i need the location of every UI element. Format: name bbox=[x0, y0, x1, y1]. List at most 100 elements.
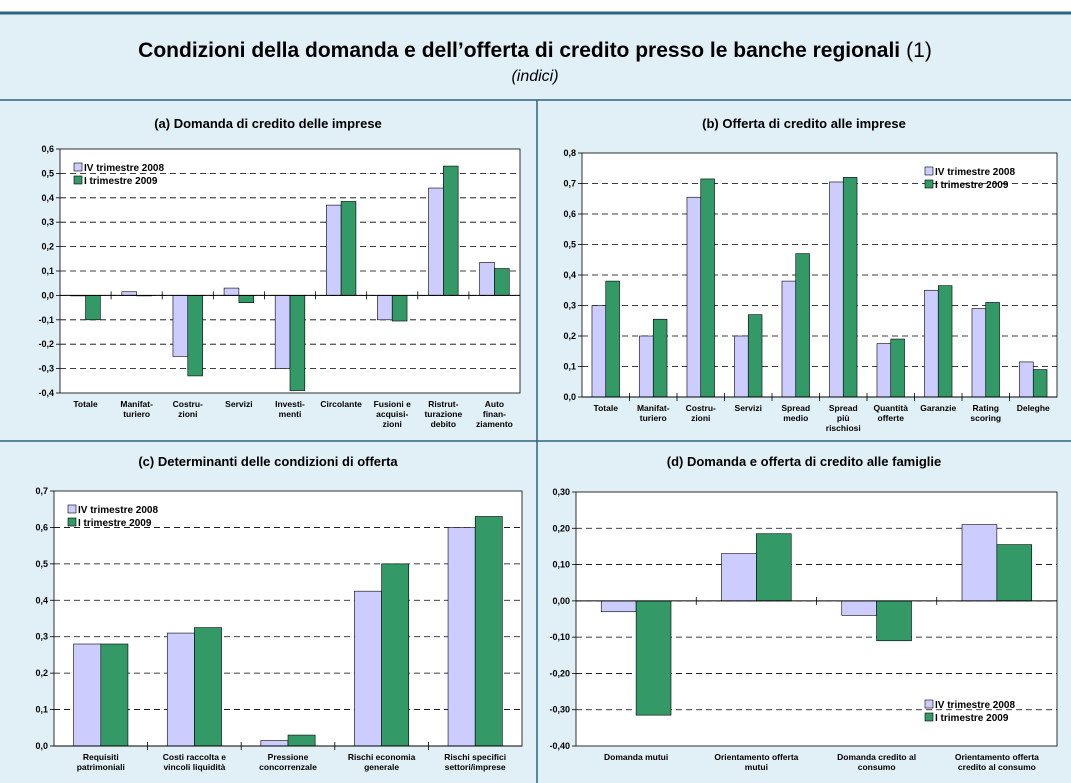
y-tick-label: 0,00 bbox=[552, 596, 570, 606]
bar bbox=[391, 295, 408, 322]
plot-frame bbox=[581, 152, 1058, 398]
y-tick-label: 0,2 bbox=[35, 668, 48, 678]
y-tick-label: 0,1 bbox=[563, 362, 576, 372]
bar bbox=[274, 295, 291, 369]
bar bbox=[985, 302, 1000, 398]
legend-label: IV trimestre 2008 bbox=[78, 505, 158, 516]
y-tick-label: 0,1 bbox=[35, 705, 48, 715]
title-note: (1) bbox=[906, 39, 932, 62]
bar bbox=[652, 318, 668, 398]
y-tick-label: -0,3 bbox=[38, 364, 54, 374]
legend-label: I trimestre 2009 bbox=[78, 518, 152, 529]
x-tick-label: Costru-zioni bbox=[173, 399, 203, 419]
bar bbox=[924, 289, 939, 398]
bar bbox=[841, 600, 877, 616]
bar bbox=[1032, 369, 1048, 398]
legend-label: I trimestre 2009 bbox=[935, 713, 1009, 724]
y-tick-label: 0,2 bbox=[563, 331, 576, 341]
bar bbox=[747, 314, 763, 398]
y-tick-label: 0,3 bbox=[35, 632, 48, 642]
x-tick-label: Investi-menti bbox=[275, 399, 305, 419]
x-tick-label: Costru-zioni bbox=[686, 403, 716, 423]
bar bbox=[686, 196, 702, 398]
x-tick-label: Orientamento offerta credito al consumo bbox=[955, 752, 1039, 772]
bar bbox=[340, 201, 357, 296]
y-tick-label: 0,0 bbox=[563, 392, 576, 402]
x-tick-label: Ristrut-turazione debito bbox=[424, 399, 462, 429]
y-tick-label: 0,0 bbox=[41, 290, 54, 300]
bar bbox=[829, 181, 844, 398]
bar bbox=[937, 285, 953, 398]
x-tick-label: Rating scoring bbox=[970, 403, 1001, 423]
y-tick-label: 0,3 bbox=[41, 217, 54, 227]
bar bbox=[121, 291, 137, 296]
y-tick-label: 0,10 bbox=[552, 560, 570, 570]
title-main: Condizioni della domanda e dell’offerta … bbox=[138, 39, 900, 62]
bar bbox=[479, 262, 495, 296]
y-tick-label: -0,2 bbox=[38, 339, 54, 349]
bar bbox=[354, 590, 382, 747]
legend-swatch bbox=[924, 179, 934, 189]
y-tick-label: -0,10 bbox=[549, 632, 570, 642]
x-tick-label: Manifat-turiero bbox=[120, 399, 153, 419]
x-tick-label: Rischi economia generale bbox=[348, 752, 416, 772]
x-tick-label: Fusioni e acquisi-zioni bbox=[374, 399, 412, 429]
y-tick-label: 0,2 bbox=[41, 242, 54, 252]
legend-swatch bbox=[73, 175, 83, 185]
bar bbox=[795, 253, 810, 398]
bar bbox=[756, 533, 792, 602]
x-tick-label: Servizi bbox=[225, 399, 252, 409]
bar bbox=[187, 295, 203, 377]
bar bbox=[428, 187, 444, 296]
x-tick-label: Garanzie bbox=[920, 403, 956, 413]
x-tick-label: Totale bbox=[594, 403, 619, 413]
y-tick-label: -0,4 bbox=[38, 388, 54, 398]
x-tick-label: Spread medio bbox=[781, 403, 810, 423]
x-tick-label: Costi raccolta e vincoli liquidità bbox=[163, 752, 227, 772]
y-tick-label: -0,20 bbox=[549, 668, 570, 678]
y-tick-label: 0,30 bbox=[552, 487, 570, 497]
y-tick-label: 0,5 bbox=[563, 240, 576, 250]
x-tick-label: Orientamento offerta mutui bbox=[714, 752, 798, 772]
x-tick-label: Requisiti patrimoniali bbox=[77, 752, 125, 772]
y-tick-label: 0,8 bbox=[563, 148, 576, 158]
x-tick-label: Totale bbox=[73, 399, 98, 409]
legend-swatch bbox=[924, 166, 934, 176]
y-tick-label: -0,40 bbox=[549, 741, 570, 751]
bar bbox=[971, 308, 987, 398]
x-tick-label: Domanda credito al consumo bbox=[837, 752, 916, 772]
legend-swatch bbox=[67, 517, 77, 527]
plot-area bbox=[54, 491, 522, 746]
bar bbox=[961, 524, 998, 602]
x-tick-label: Pressione concorrenzale bbox=[259, 752, 317, 772]
bar bbox=[842, 177, 858, 398]
bar bbox=[238, 295, 255, 304]
y-tick-label: 0,4 bbox=[563, 270, 576, 280]
plot-frame bbox=[59, 148, 521, 394]
x-tick-label: Circolante bbox=[320, 399, 362, 409]
chart-title: (c) Determinanti delle condizioni di off… bbox=[138, 454, 398, 469]
bar bbox=[1019, 361, 1034, 398]
bar bbox=[591, 305, 607, 398]
bar bbox=[781, 280, 797, 398]
chart-title: (b) Offerta di credito alle imprese bbox=[702, 116, 906, 131]
bar bbox=[635, 600, 672, 716]
bar bbox=[100, 643, 129, 747]
figure-title: Condizioni della domanda e dell’offerta … bbox=[138, 39, 932, 62]
bar bbox=[996, 544, 1033, 602]
legend-label: IV trimestre 2008 bbox=[935, 700, 1015, 711]
legend-label: I trimestre 2009 bbox=[935, 180, 1009, 191]
bar bbox=[721, 553, 757, 602]
bar bbox=[381, 563, 410, 747]
x-tick-label: Spread più rischiosi bbox=[826, 403, 861, 433]
figure-subtitle: (indici) bbox=[511, 68, 558, 85]
y-tick-label: 0,4 bbox=[41, 193, 54, 203]
plot-frame bbox=[53, 490, 523, 747]
chart-title: (d) Domanda e offerta di credito alle fa… bbox=[667, 454, 942, 469]
legend-swatch bbox=[67, 504, 77, 514]
bar bbox=[166, 632, 195, 747]
bar bbox=[600, 600, 637, 613]
legend-swatch bbox=[924, 712, 934, 722]
bar bbox=[172, 295, 189, 357]
